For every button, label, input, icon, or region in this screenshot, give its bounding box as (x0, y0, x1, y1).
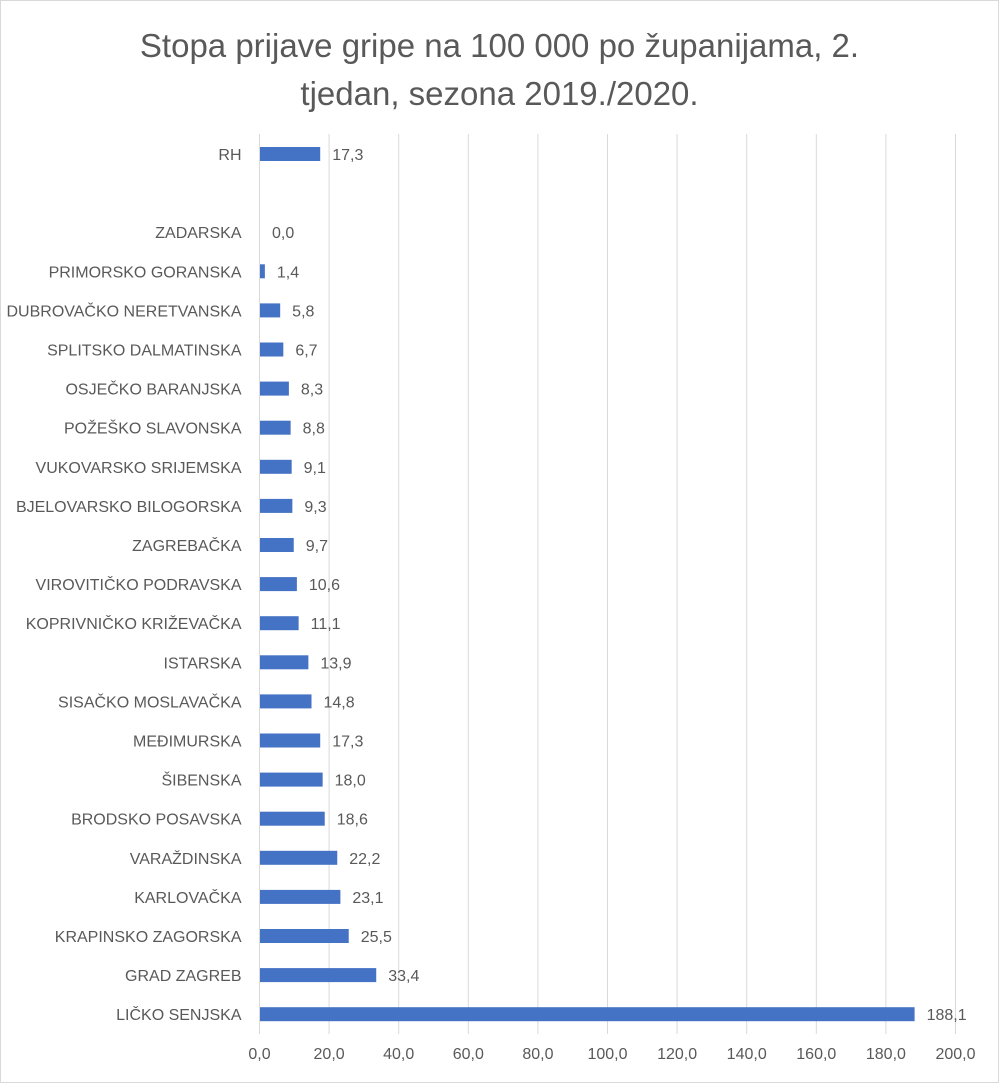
bar (260, 303, 281, 318)
bar (260, 577, 297, 592)
category-label: ISTARSKA (164, 655, 242, 672)
category-label: VIROVITIČKO PODRAVSKA (36, 575, 242, 594)
bar (260, 929, 349, 943)
x-tick-label: 180,0 (866, 1046, 906, 1063)
data-label: 23,1 (352, 890, 383, 907)
data-label: 14,8 (324, 694, 355, 711)
category-label: SPLITSKO DALMATINSKA (47, 343, 242, 360)
data-label: 5,8 (292, 303, 314, 320)
bar (260, 420, 291, 435)
bar (260, 889, 341, 904)
bar (260, 811, 325, 826)
bar (260, 342, 284, 357)
x-tick-label: 20,0 (314, 1046, 345, 1063)
category-label: SISAČKO MOSLAVAČKA (58, 692, 242, 711)
data-label: 10,6 (309, 577, 340, 594)
data-label: 13,9 (320, 655, 351, 672)
data-label: 188,1 (927, 1007, 967, 1024)
category-label: KRAPINSKO ZAGORSKA (55, 929, 242, 946)
bar (260, 655, 309, 670)
data-label: 8,8 (303, 421, 325, 438)
chart-title-line-1: Stopa prijave gripe na 100 000 po župani… (139, 27, 860, 64)
data-label: 11,1 (311, 616, 341, 633)
data-label: 8,3 (301, 382, 323, 399)
category-label: VARAŽDINSKA (130, 849, 242, 868)
bar (260, 459, 292, 474)
bar (260, 264, 265, 279)
x-tick-label: 60,0 (453, 1046, 484, 1063)
category-label: PRIMORSKO GORANSKA (49, 264, 242, 281)
data-label: 22,2 (349, 851, 380, 868)
bar (260, 147, 321, 161)
category-label: ŠIBENSKA (161, 771, 241, 790)
bar (260, 968, 377, 983)
data-label: 9,7 (306, 538, 328, 555)
category-label: LIČKO SENJSKA (116, 1005, 242, 1024)
bar (260, 850, 338, 865)
data-label: 0,0 (272, 225, 294, 242)
data-label: 6,7 (295, 343, 317, 360)
category-label: MEĐIMURSKA (133, 734, 242, 751)
data-label: 17,3 (332, 147, 363, 164)
x-tick-label: 160,0 (796, 1046, 836, 1063)
category-label: ZADARSKA (155, 225, 242, 242)
category-label: RH (218, 147, 241, 164)
category-label: DUBROVAČKO NERETVANSKA (6, 301, 241, 320)
data-label: 18,0 (335, 773, 366, 790)
x-tick-label: 80,0 (522, 1046, 553, 1063)
x-tick-label: 200,0 (935, 1046, 975, 1063)
data-label: 1,4 (277, 264, 299, 281)
category-label: BRODSKO POSAVSKA (71, 812, 242, 829)
bar (260, 498, 293, 513)
bars (260, 147, 915, 1022)
bar (260, 733, 321, 748)
labels: 0,0 20,0 40,0 60,0 80,0 100,0 120,0 140,0 160,0 1… (6, 147, 975, 1063)
bar (260, 1007, 915, 1022)
bar (260, 772, 323, 787)
data-label: 33,4 (388, 968, 419, 985)
category-label: POŽEŠKO SLAVONSKA (64, 419, 242, 438)
data-label: 17,3 (332, 734, 363, 751)
data-label: 18,6 (337, 812, 368, 829)
category-label: GRAD ZAGREB (125, 968, 241, 985)
x-tick-label: 0,0 (248, 1046, 270, 1063)
x-tick-label: 140,0 (727, 1046, 767, 1063)
x-tick-label: 100,0 (587, 1046, 627, 1063)
category-label: KARLOVAČKA (134, 888, 242, 907)
bar (260, 538, 294, 552)
data-label: 25,5 (361, 929, 392, 946)
category-label: KOPRIVNIČKO KRIŽEVAČKA (26, 614, 242, 633)
x-tick-label: 120,0 (657, 1046, 697, 1063)
x-tick-label: 40,0 (383, 1046, 414, 1063)
chart-title-line-2: tjedan, sezona 2019./2020. (300, 75, 699, 112)
category-label: VUKOVARSKO SRIJEMSKA (36, 460, 242, 477)
chart-title: Stopa prijave gripe na 100 000 po župani… (0, 22, 999, 118)
bar (260, 616, 299, 631)
bar (260, 381, 289, 396)
category-label: ZAGREBAČKA (132, 536, 242, 555)
data-label: 9,1 (304, 460, 326, 477)
category-label: BJELOVARSKO BILOGORSKA (16, 499, 242, 516)
gridlines (259, 134, 956, 1034)
bar (260, 694, 312, 709)
category-label: OSJEČKO BARANJSKA (65, 380, 241, 399)
data-label: 9,3 (304, 499, 326, 516)
